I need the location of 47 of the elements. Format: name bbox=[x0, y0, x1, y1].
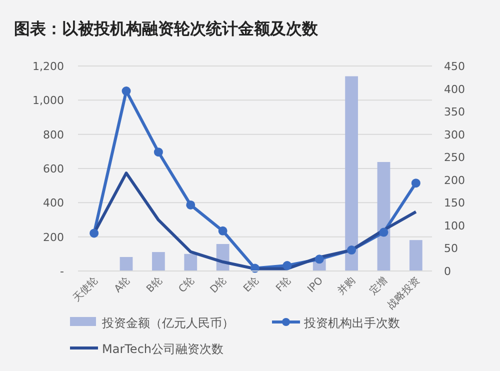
point bbox=[122, 86, 131, 96]
y2-tick-label: 0 bbox=[444, 265, 451, 278]
x-tick-label: 并购 bbox=[335, 274, 358, 298]
x-tick-label: E轮 bbox=[241, 274, 262, 295]
x-tick-label: 天使轮 bbox=[70, 274, 100, 304]
y-tick-label: 200 bbox=[43, 230, 64, 244]
point bbox=[154, 148, 163, 157]
x-tick-label: B轮 bbox=[144, 274, 165, 296]
bar bbox=[409, 240, 422, 271]
y2-tick-label: 150 bbox=[444, 196, 465, 210]
y2-tick-label: 200 bbox=[444, 174, 465, 187]
y-tick-label: 600 bbox=[43, 162, 64, 176]
y-tick-label: 1,200 bbox=[32, 60, 64, 73]
point bbox=[314, 254, 324, 264]
y2-tick-label: 350 bbox=[444, 106, 465, 119]
point bbox=[411, 178, 420, 188]
x-tick-label: F轮 bbox=[274, 274, 294, 294]
bar bbox=[345, 76, 358, 271]
y-tick-label: 1,000 bbox=[32, 94, 64, 108]
point bbox=[218, 226, 228, 236]
y2-tick-label: 100 bbox=[444, 219, 465, 232]
legend-label: MarTech公司融资次数 bbox=[102, 342, 224, 356]
x-tick-label: A轮 bbox=[112, 274, 132, 296]
point bbox=[186, 200, 196, 210]
x-tick-label: C轮 bbox=[176, 274, 197, 296]
bar bbox=[184, 254, 198, 271]
bar bbox=[152, 252, 165, 271]
point bbox=[379, 228, 388, 237]
chart-title: 图表：以被投机构融资轮次统计金额及次数 bbox=[14, 19, 319, 38]
y2-tick-label: 400 bbox=[444, 82, 465, 96]
x-tick-label: 定增 bbox=[367, 274, 390, 298]
y2-tick-label: 250 bbox=[444, 151, 465, 164]
legend-label: 投资金额（亿元人民币） bbox=[101, 316, 234, 330]
legend-label: 投资机构出手次数 bbox=[303, 316, 400, 330]
x-tick-label: D轮 bbox=[208, 274, 229, 296]
y2-tick-label: 450 bbox=[444, 60, 465, 73]
y-tick-label: 800 bbox=[43, 128, 64, 142]
point bbox=[90, 228, 99, 238]
point bbox=[347, 246, 356, 255]
y-tick-label: - bbox=[60, 265, 64, 278]
y-tick-label: 400 bbox=[43, 196, 64, 210]
y2-tick-label: 300 bbox=[444, 128, 465, 142]
x-tick-label: IPO bbox=[306, 275, 326, 296]
y2-tick-label: 50 bbox=[444, 242, 458, 256]
bar bbox=[120, 256, 133, 271]
point bbox=[282, 261, 292, 270]
bar bbox=[377, 162, 390, 271]
